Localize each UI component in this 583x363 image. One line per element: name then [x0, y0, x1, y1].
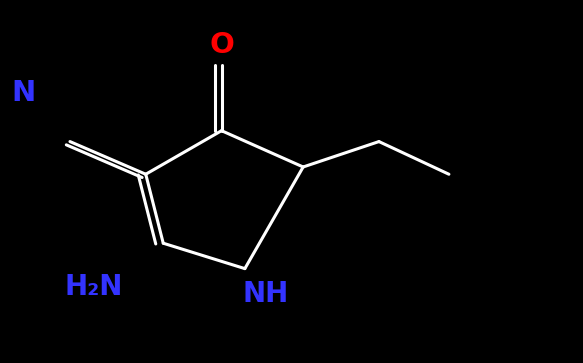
Text: H₂N: H₂N — [64, 273, 122, 301]
Text: N: N — [11, 78, 36, 107]
Text: NH: NH — [242, 280, 289, 308]
Text: O: O — [209, 31, 234, 60]
